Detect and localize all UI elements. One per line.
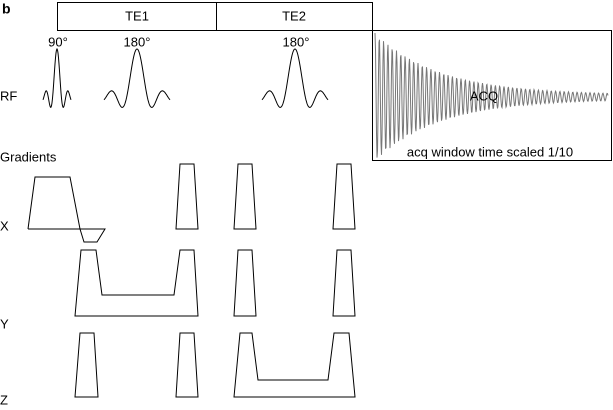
acq-label: ACQ bbox=[470, 88, 498, 103]
pulse-label: 180° bbox=[283, 34, 310, 49]
panel-label: b bbox=[2, 1, 11, 17]
rf-label: RF bbox=[0, 88, 17, 103]
acq-signal bbox=[374, 32, 609, 158]
rf-pulse bbox=[103, 48, 171, 108]
y-gradient bbox=[74, 249, 356, 317]
acq-note: acq window time scaled 1/10 bbox=[407, 144, 573, 159]
pulse-label: 90° bbox=[48, 34, 68, 49]
y-label: Y bbox=[0, 316, 9, 331]
rf-pulse bbox=[42, 47, 72, 108]
x-label: X bbox=[0, 218, 9, 233]
z-gradient bbox=[74, 332, 356, 398]
pulse-label: 180° bbox=[124, 34, 151, 49]
gradients-label: Gradients bbox=[0, 149, 57, 164]
te2-box bbox=[216, 2, 373, 31]
x-gradient bbox=[27, 163, 356, 243]
te1-label: TE1 bbox=[125, 8, 149, 23]
rf-pulse bbox=[261, 48, 329, 108]
z-label: Z bbox=[0, 392, 8, 407]
te2-label: TE2 bbox=[282, 8, 306, 23]
acq-box bbox=[372, 30, 612, 161]
